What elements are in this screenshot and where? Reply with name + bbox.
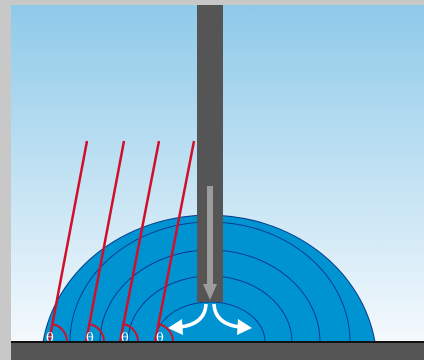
- angle-label-2: θ: [86, 331, 94, 346]
- spread-arrows-icon: [179, 303, 241, 329]
- tangent-line-3: [118, 140, 161, 342]
- angle-label-4: θ: [156, 331, 164, 346]
- flow-arrow-icon: [203, 186, 217, 300]
- substrate: [11, 342, 424, 360]
- tangent-line-2: [84, 140, 126, 342]
- tangent-line-1: [47, 140, 89, 342]
- tangent-lines-icon: [47, 140, 196, 342]
- angle-label-3: θ: [121, 331, 129, 346]
- spread-arrowhead-left: [168, 319, 183, 335]
- tangent-line-4: [153, 140, 196, 342]
- angle-arcs-icon: [51, 323, 175, 342]
- spread-arrowhead-right: [237, 319, 252, 335]
- angle-label-1: θ: [46, 331, 54, 346]
